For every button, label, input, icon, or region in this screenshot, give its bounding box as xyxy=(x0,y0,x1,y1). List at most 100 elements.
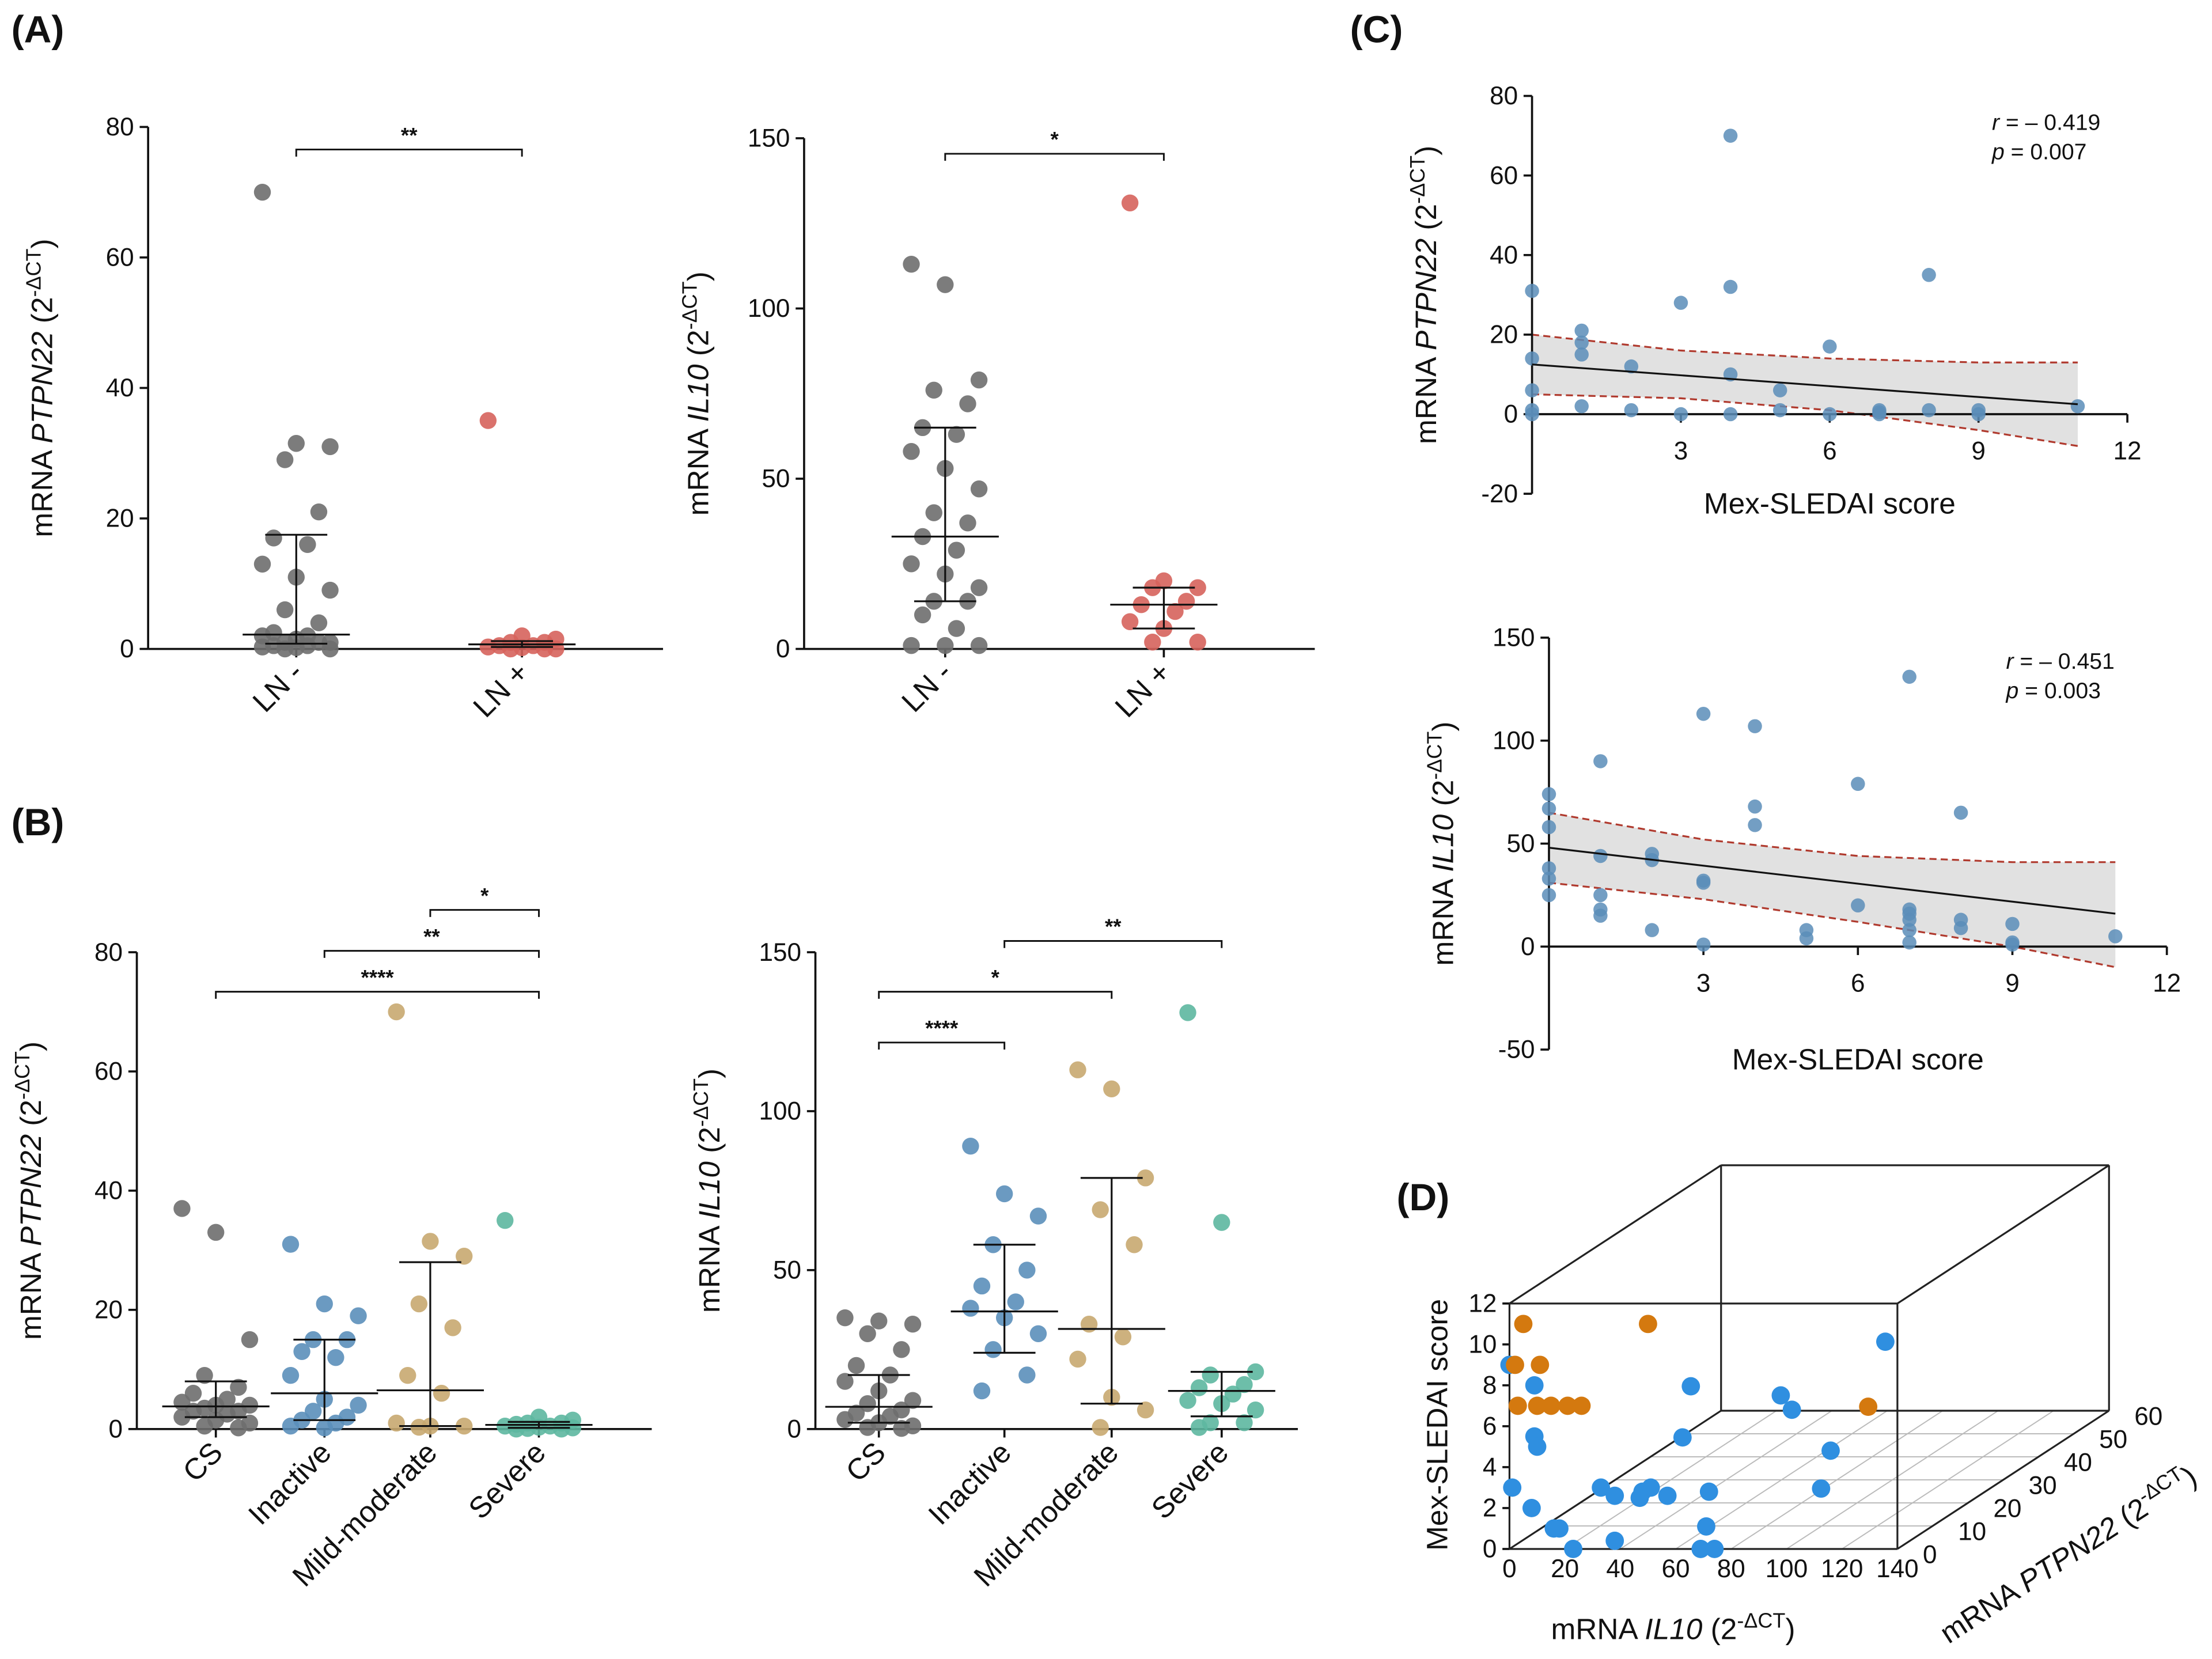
data-point xyxy=(184,1385,202,1402)
data-point xyxy=(1696,706,1711,721)
data-point xyxy=(1179,1004,1196,1021)
data-point xyxy=(1645,923,1659,937)
data-point xyxy=(1748,818,1762,832)
significance-label: * xyxy=(1050,128,1059,151)
stat-value: = – 0.451 xyxy=(2013,649,2114,674)
y-axis-label: mRNA PTPN22 (2-ΔCT) xyxy=(10,1041,48,1340)
data-point xyxy=(1550,1519,1569,1538)
data-point xyxy=(173,1408,191,1426)
data-point xyxy=(925,381,942,399)
data-point xyxy=(1691,1540,1710,1558)
data-point xyxy=(1922,403,1936,418)
x-tick-label: LN + xyxy=(467,655,535,724)
label-part: -ΔCT xyxy=(10,1051,34,1100)
data-point xyxy=(1748,799,1762,814)
stat-value: = 0.007 xyxy=(2005,140,2087,165)
x-tick-label: 6 xyxy=(1823,437,1837,465)
stat-variable: r xyxy=(2006,649,2014,674)
data-point xyxy=(1705,1540,1724,1558)
data-point xyxy=(230,1419,247,1437)
y-axis-label: mRNA PTPN22 (2-ΔCT) xyxy=(1406,146,1443,444)
significance-bracket xyxy=(323,950,540,958)
data-point xyxy=(327,1349,344,1366)
data-point xyxy=(1137,1169,1154,1187)
data-point xyxy=(903,255,920,273)
y-axis-label: mRNA IL10 (2-ΔCT) xyxy=(1422,721,1460,965)
x-tick-label: LN - xyxy=(246,655,309,718)
significance-bracket xyxy=(878,1041,1006,1050)
data-point xyxy=(1723,279,1738,294)
data-point xyxy=(1541,1396,1560,1415)
data-point xyxy=(1531,1355,1550,1374)
data-point xyxy=(1658,1486,1677,1505)
data-point xyxy=(973,1382,991,1400)
stat-annotation: p = 0.007 xyxy=(1991,140,2086,165)
y-tick-label: 80 xyxy=(1490,82,1518,110)
y-tick-label: 50 xyxy=(762,465,790,493)
data-point xyxy=(1953,805,1968,820)
x-tick-label: LN + xyxy=(1108,655,1177,724)
data-point xyxy=(1872,405,1887,419)
label-part: (2 xyxy=(25,297,59,332)
box-edge xyxy=(1509,1164,1722,1305)
data-point xyxy=(253,183,271,201)
data-point xyxy=(836,1309,854,1327)
data-point xyxy=(304,1403,322,1420)
y-tick-label: 100 xyxy=(748,294,790,323)
data-point xyxy=(1697,1517,1715,1536)
data-point xyxy=(1018,1366,1036,1384)
y-axis-label: mRNA IL10 (2-ΔCT) xyxy=(688,1069,726,1313)
data-point xyxy=(241,1331,259,1349)
label-part: ) xyxy=(1426,721,1459,731)
label-part: IL10 xyxy=(1426,814,1459,872)
label-part: (2 xyxy=(14,1100,47,1134)
data-point xyxy=(948,620,965,637)
label-part: PTPN22 xyxy=(1409,238,1442,350)
data-point xyxy=(1902,935,1916,950)
z-tick-label: 4 xyxy=(1483,1453,1497,1482)
data-point xyxy=(173,1200,191,1217)
y-tick-label: 40 xyxy=(106,374,134,402)
y-tick-label: 150 xyxy=(748,124,790,153)
y-tick-label: 0 xyxy=(109,1415,123,1444)
data-point xyxy=(1558,1396,1577,1415)
data-point xyxy=(937,276,954,293)
data-point xyxy=(948,426,965,443)
data-point xyxy=(1799,931,1814,946)
label-part: mRNA xyxy=(1409,350,1442,444)
x-tick-label: 20 xyxy=(1551,1555,1579,1583)
label-part: PTPN22 xyxy=(25,332,59,444)
data-point xyxy=(1673,296,1688,310)
label-part: (2 xyxy=(692,1127,726,1161)
significance-bracket xyxy=(878,991,1113,999)
data-point xyxy=(1593,754,1608,768)
y-tick-label: 0 xyxy=(1521,933,1535,961)
data-point xyxy=(1541,861,1556,876)
y-tick-label: 100 xyxy=(759,1097,801,1126)
x-tick-label: 9 xyxy=(1971,437,1986,465)
label-part: (2 xyxy=(1409,204,1442,238)
y-tick-label: 0 xyxy=(1504,400,1518,429)
data-point xyxy=(893,1341,910,1358)
data-point xyxy=(995,1185,1013,1203)
y-tick-label: 40 xyxy=(1490,241,1518,269)
data-point xyxy=(1624,403,1639,418)
confidence-limit xyxy=(1532,334,2078,363)
significance-bracket xyxy=(295,149,523,157)
y-tick-label: 50 xyxy=(1506,830,1535,858)
y-axis-label: mRNA PTPN22 (2-ΔCT) xyxy=(21,238,58,537)
data-point xyxy=(1126,1236,1143,1253)
confidence-band xyxy=(1532,334,2078,446)
x-tick-label: CS xyxy=(839,1435,892,1488)
data-point xyxy=(1593,908,1608,923)
data-point xyxy=(1121,613,1139,630)
data-point xyxy=(433,1385,450,1402)
data-point xyxy=(1236,1376,1253,1393)
data-point xyxy=(925,504,942,521)
x-tick-label: 40 xyxy=(1606,1555,1634,1583)
data-point xyxy=(299,536,316,553)
stat-variable: p xyxy=(1991,140,2005,165)
data-point xyxy=(310,503,328,521)
data-point xyxy=(1189,579,1206,596)
significance-bracket xyxy=(429,909,540,917)
